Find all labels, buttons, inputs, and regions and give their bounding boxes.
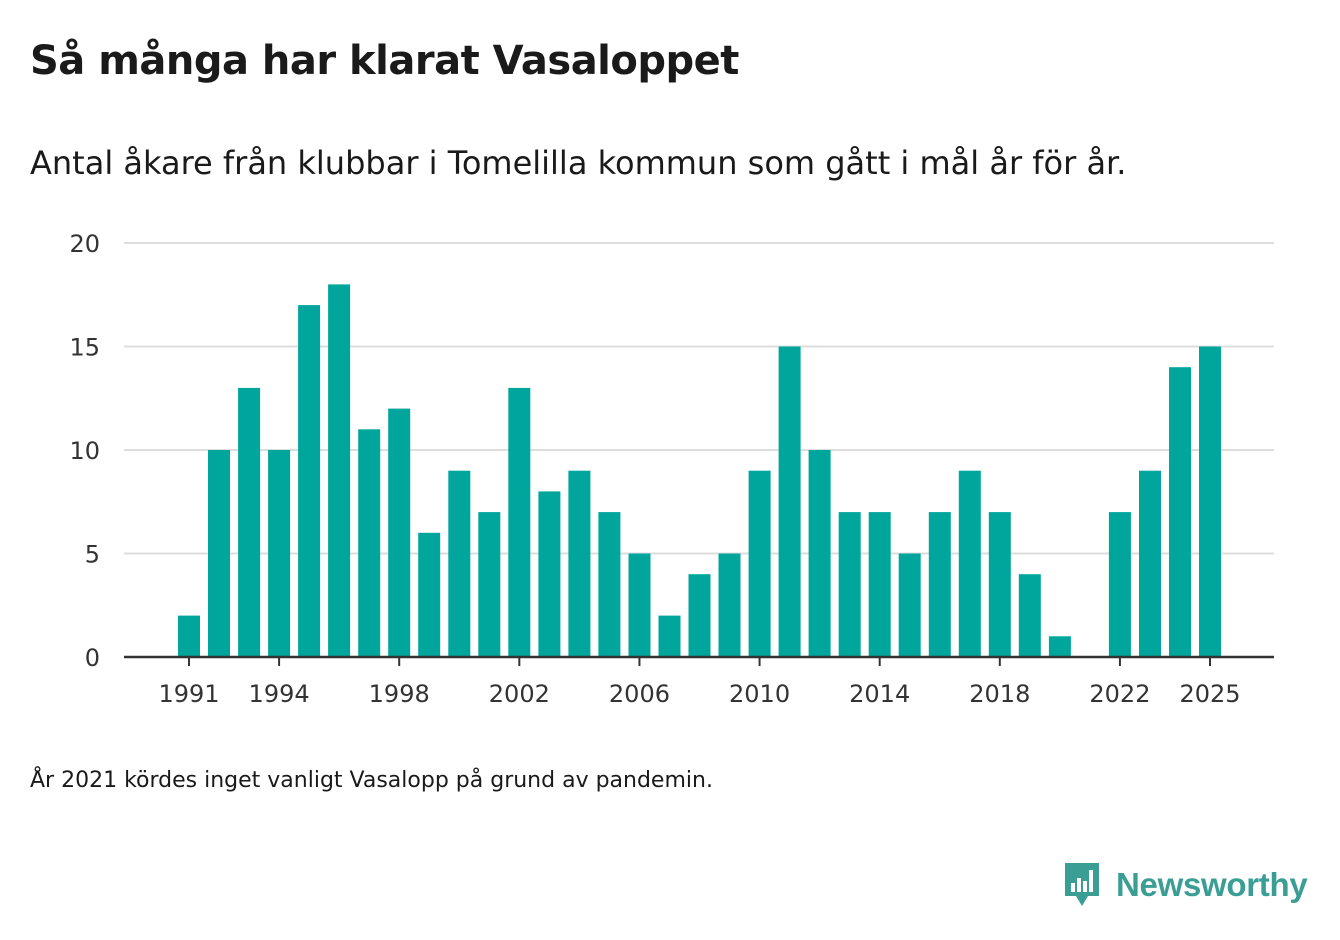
gridlines: [124, 242, 1274, 555]
bar-1995: [298, 305, 321, 657]
bar-2020: [1048, 636, 1071, 657]
bar-1998: [388, 408, 411, 657]
y-tick-label: 5: [85, 541, 100, 569]
y-tick-label: 10: [69, 437, 100, 465]
y-tick-label: 15: [69, 334, 100, 362]
brand-name: Newsworthy: [1116, 866, 1308, 903]
bar-2010: [748, 470, 771, 657]
bar-2003: [538, 491, 561, 657]
bar-2025: [1199, 346, 1221, 657]
y-axis-ticks: 0 5 10 15 20: [69, 230, 100, 672]
bar-1996: [328, 284, 351, 657]
bars: [178, 284, 1221, 657]
bar-chart: 0 5 10 15 20 1991 1994 1998 2002 2006 2010 2014 201…: [69, 230, 1274, 708]
bar-1997: [358, 429, 381, 657]
bar-2014: [868, 512, 891, 657]
bar-1993: [238, 387, 261, 657]
x-tick-label: 2018: [969, 680, 1030, 708]
bar-2009: [718, 553, 741, 657]
bar-2002: [508, 387, 531, 657]
x-tick-label: 2006: [609, 680, 670, 708]
x-tick-label: 2010: [729, 680, 790, 708]
bar-2004: [568, 470, 591, 657]
bar-2007: [658, 615, 681, 657]
bar-2011: [778, 346, 801, 657]
bar-2023: [1139, 470, 1161, 657]
chart-title: Så många har klarat Vasaloppet: [30, 38, 739, 84]
bar-2016: [928, 512, 951, 657]
bar-2024: [1169, 367, 1191, 657]
x-axis: 1991 1994 1998 2002 2006 2010 2014 2018 2022 2025: [124, 655, 1274, 708]
x-tick-label: 1998: [369, 680, 430, 708]
x-tick-label: 2025: [1179, 680, 1240, 708]
bar-2017: [958, 470, 981, 657]
chart-subtitle: Antal åkare från klubbar i Tomelilla kom…: [30, 144, 1127, 182]
bar-2001: [478, 512, 501, 657]
bar-2000: [448, 470, 471, 657]
bar-2022: [1108, 512, 1131, 657]
x-tick-label: 1994: [249, 680, 310, 708]
x-tick-label: 2002: [489, 680, 550, 708]
bar-2019: [1018, 574, 1041, 657]
bar-2006: [628, 553, 651, 657]
bar-2008: [688, 574, 711, 657]
bar-2012: [808, 450, 831, 657]
bar-2013: [838, 512, 861, 657]
x-tick-label: 2022: [1089, 680, 1150, 708]
bar-1999: [418, 532, 441, 657]
bar-2018: [988, 512, 1011, 657]
y-tick-label: 20: [69, 230, 100, 258]
bar-1992: [208, 450, 230, 657]
bar-2005: [598, 512, 621, 657]
chart-footnote: År 2021 kördes inget vanligt Vasalopp på…: [30, 768, 713, 793]
x-tick-label: 2014: [849, 680, 910, 708]
y-tick-label: 0: [85, 644, 100, 672]
newsworthy-logo-icon: [1065, 863, 1099, 906]
bar-2015: [898, 553, 921, 657]
bar-1991: [178, 615, 200, 657]
brand: Newsworthy: [1062, 860, 1308, 910]
bar-1994: [268, 450, 291, 657]
x-tick-label: 1991: [158, 680, 219, 708]
